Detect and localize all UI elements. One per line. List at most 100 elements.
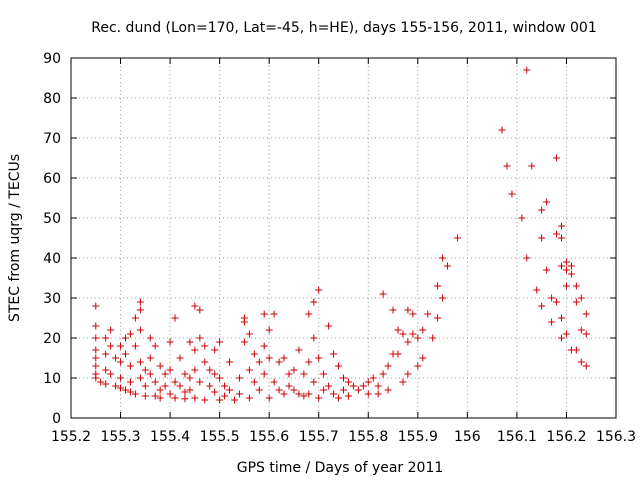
data-point: [136, 298, 144, 306]
x-tick-label: 156: [454, 429, 481, 445]
y-tick-label: 50: [43, 211, 61, 227]
data-point: [216, 374, 224, 382]
data-point: [518, 214, 526, 222]
data-point: [117, 342, 125, 350]
data-point: [255, 386, 263, 394]
data-point: [290, 366, 298, 374]
data-point: [191, 302, 199, 310]
data-point: [562, 266, 570, 274]
data-point: [186, 374, 194, 382]
data-point: [439, 294, 447, 302]
data-point: [394, 326, 402, 334]
data-point: [582, 362, 590, 370]
data-point: [102, 380, 110, 388]
data-point: [151, 342, 159, 350]
data-point: [543, 198, 551, 206]
data-point: [572, 298, 580, 306]
data-point: [285, 370, 293, 378]
data-point: [107, 342, 115, 350]
data-point: [315, 394, 323, 402]
data-point: [126, 378, 134, 386]
data-point: [122, 334, 129, 342]
data-point: [577, 294, 585, 302]
data-point: [260, 310, 268, 318]
data-point: [434, 282, 442, 290]
data-point: [92, 374, 100, 382]
x-tick-labels: 155.2 155.3 155.4 155.5 155.6 155.7 155.8 155.9…: [51, 429, 636, 445]
data-point: [340, 374, 347, 382]
data-point: [270, 310, 278, 318]
data-point: [156, 362, 164, 370]
data-point: [226, 358, 234, 366]
data-point: [161, 382, 169, 390]
data-point: [131, 314, 139, 322]
data-point: [503, 162, 511, 170]
data-point: [211, 370, 219, 378]
data-point: [349, 382, 357, 390]
data-point: [186, 386, 194, 394]
data-point: [374, 390, 382, 398]
data-point: [216, 338, 224, 346]
data-point: [270, 378, 278, 386]
data-point: [523, 66, 531, 74]
data-point: [548, 318, 556, 326]
data-point: [146, 334, 154, 342]
data-point: [369, 374, 377, 382]
data-point: [562, 258, 570, 266]
data-point: [117, 374, 125, 382]
x-tick-label: 155.6: [249, 429, 289, 445]
data-point: [136, 358, 144, 366]
data-point: [508, 190, 516, 198]
data-point: [389, 306, 397, 314]
data-point: [141, 392, 149, 400]
data-point: [577, 326, 585, 334]
data-point: [166, 366, 174, 374]
data-point: [320, 370, 328, 378]
data-point: [206, 366, 214, 374]
data-point: [453, 234, 461, 242]
data-point: [196, 334, 204, 342]
data-point: [384, 362, 392, 370]
data-point: [196, 378, 204, 386]
data-point: [141, 366, 149, 374]
data-point: [131, 390, 139, 398]
data-point: [404, 338, 412, 346]
data-point: [235, 390, 243, 398]
data-point: [221, 392, 229, 400]
data-point: [414, 362, 422, 370]
data-point: [434, 314, 442, 322]
data-point: [429, 334, 437, 342]
data-point: [201, 358, 209, 366]
data-point: [567, 262, 575, 270]
data-point: [191, 346, 199, 354]
data-point: [320, 386, 328, 394]
data-point: [171, 394, 179, 402]
data-point: [562, 330, 570, 338]
data-point: [171, 314, 179, 322]
data-point: [102, 334, 110, 342]
data-point: [221, 382, 229, 390]
data-point: [92, 334, 100, 342]
data-point: [335, 362, 343, 370]
data-point: [528, 162, 536, 170]
data-point: [92, 302, 100, 310]
data-point: [399, 378, 407, 386]
data-point: [290, 386, 298, 394]
data-point: [364, 390, 372, 398]
data-point: [260, 342, 268, 350]
data-point: [265, 394, 273, 402]
data-point: [533, 286, 541, 294]
data-point: [107, 326, 115, 334]
y-tick-label: 20: [43, 331, 61, 347]
x-tick-label: 155.4: [150, 429, 190, 445]
data-point: [97, 378, 105, 386]
data-point: [191, 366, 199, 374]
data-point: [146, 370, 154, 378]
data-point: [206, 382, 214, 390]
data-point: [112, 382, 120, 390]
data-point: [419, 354, 427, 362]
data-point: [92, 354, 100, 362]
data-point: [404, 306, 412, 314]
x-tick-label: 155.5: [200, 429, 240, 445]
